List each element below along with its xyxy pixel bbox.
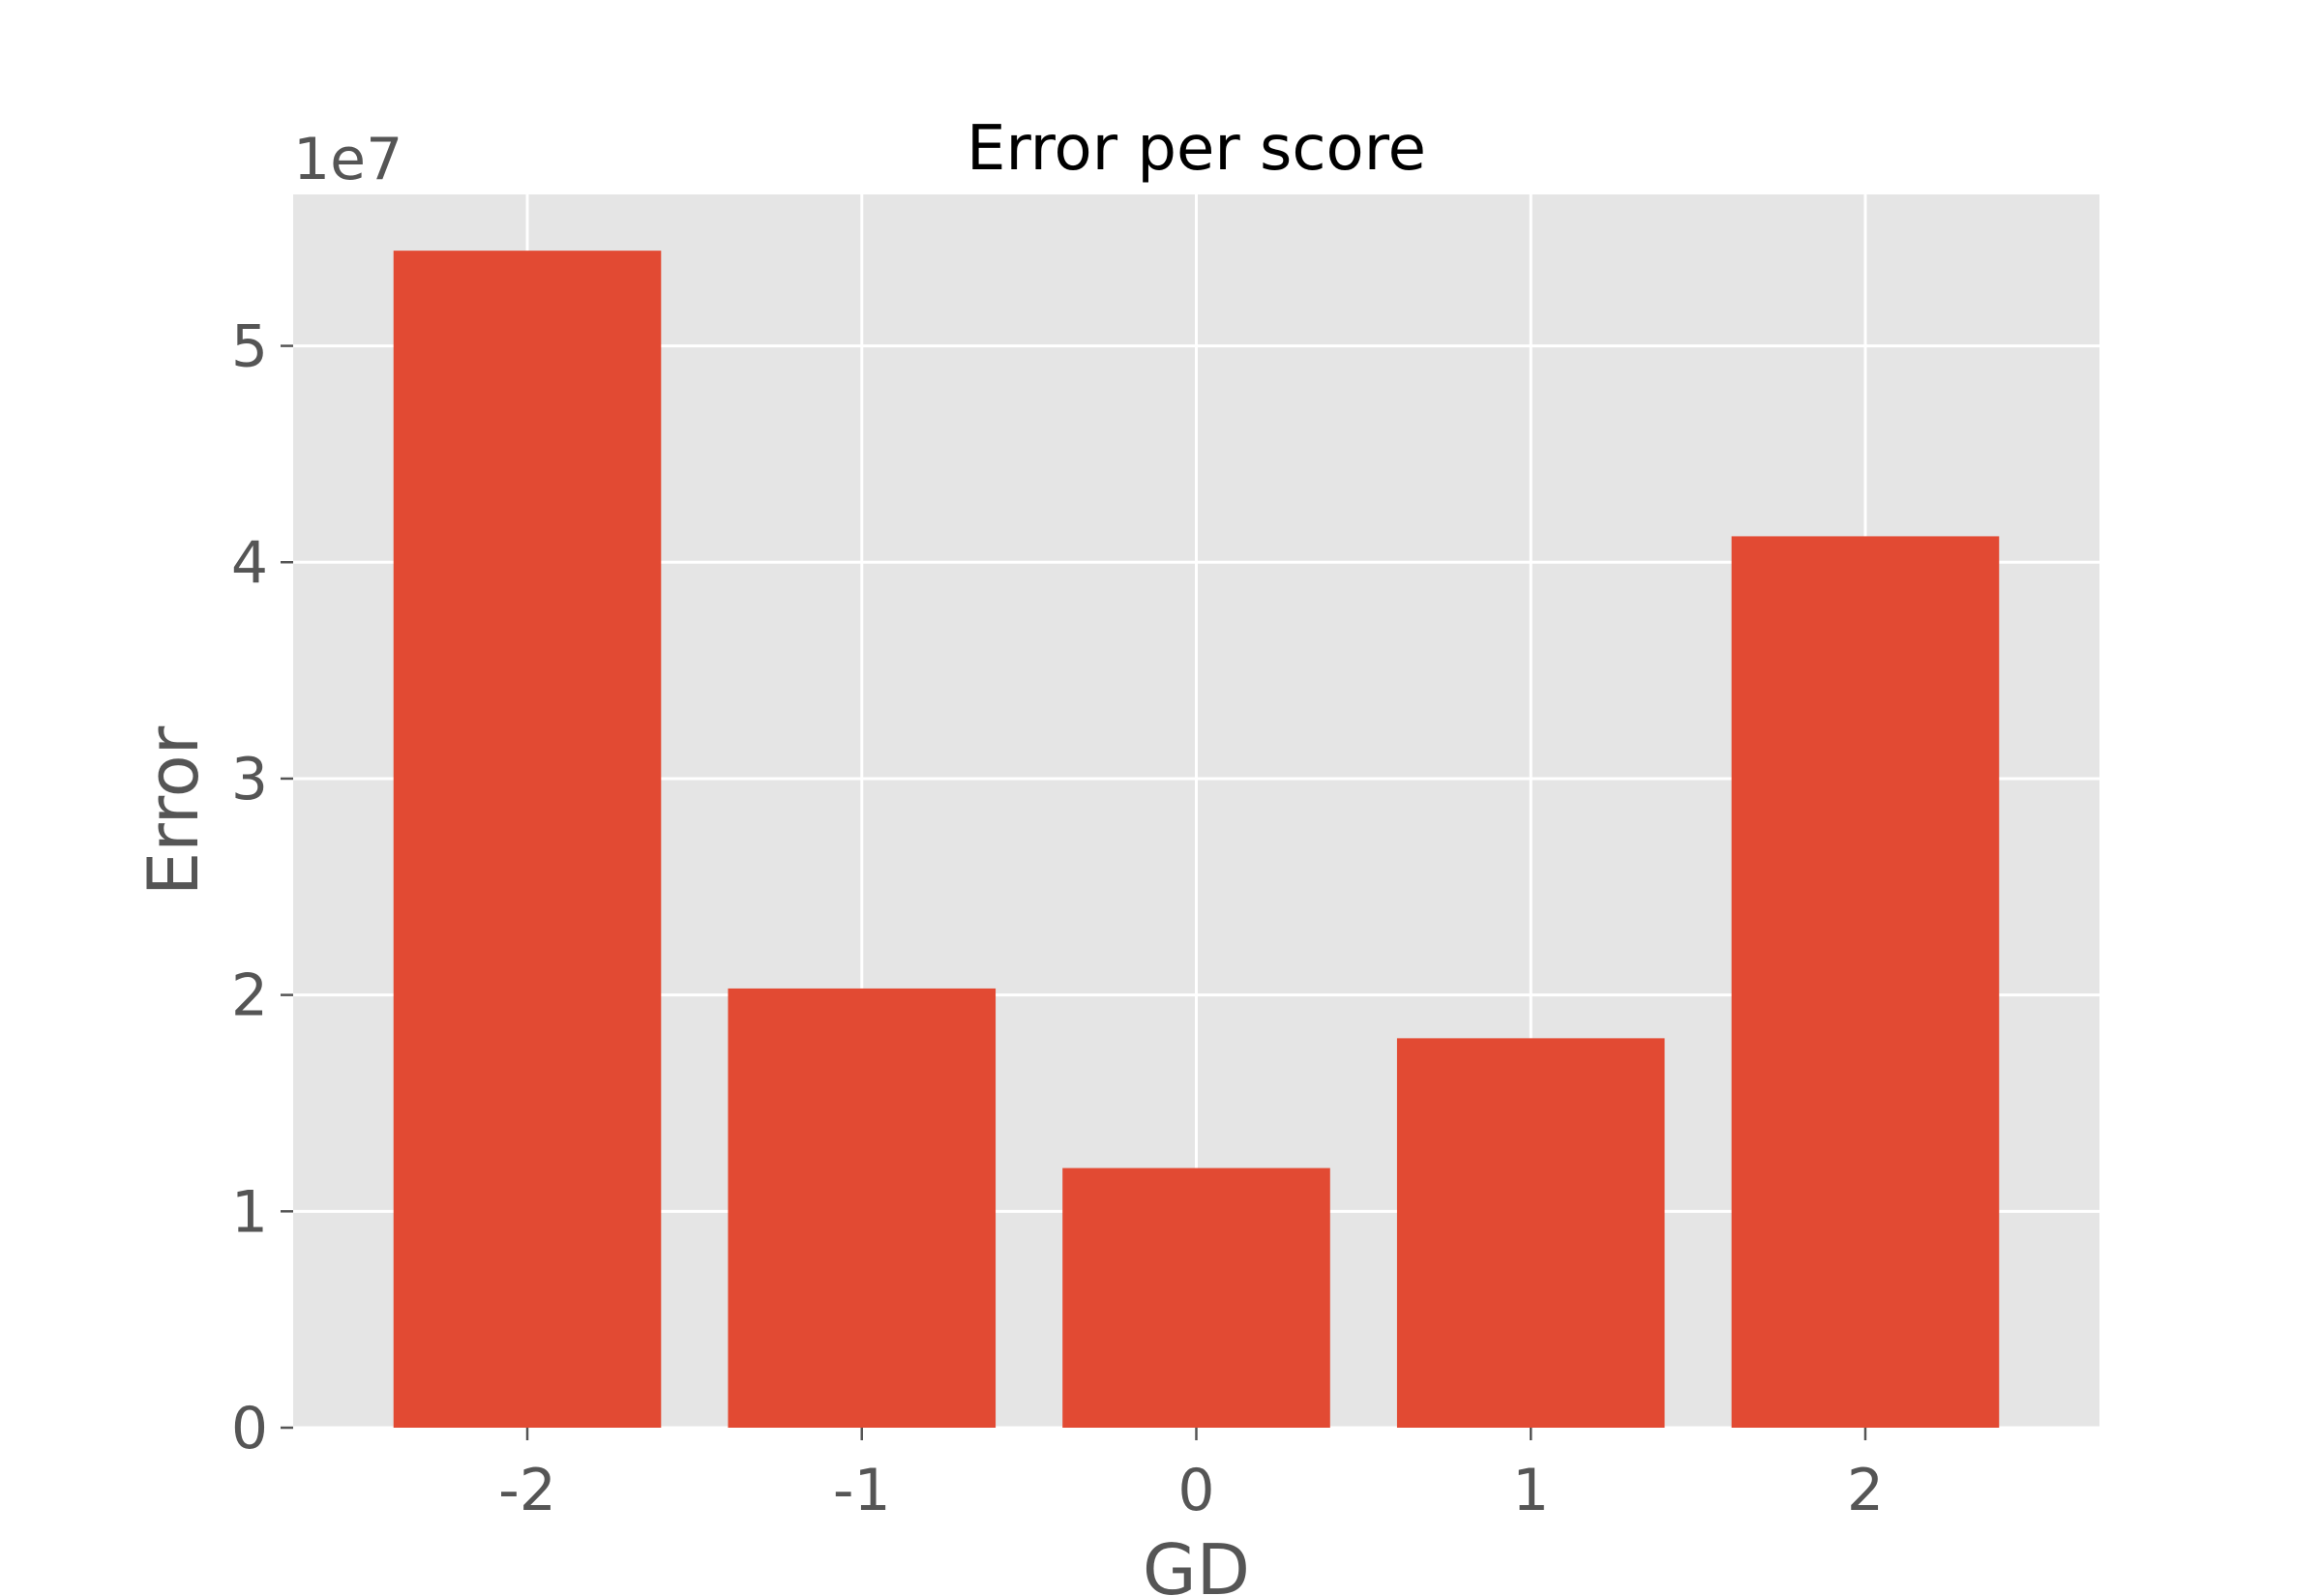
bars [393, 251, 2000, 1428]
y-tick-label: 0 [231, 1395, 268, 1463]
bar [1396, 1038, 1665, 1428]
x-tick-label: -1 [833, 1457, 891, 1524]
y-tick-label: 3 [231, 746, 268, 813]
y-tick-label: 1 [231, 1178, 268, 1246]
chart-title: Error per score [967, 113, 1426, 185]
x-tick-label: 1 [1512, 1457, 1549, 1524]
x-axis-label: GD [1143, 1529, 1250, 1596]
x-tick-label: 2 [1847, 1457, 1884, 1524]
bar [1731, 536, 2000, 1428]
y-axis-ticks: 0 1 2 3 4 5 [231, 313, 293, 1463]
x-tick-label: 0 [1177, 1457, 1214, 1524]
bar [728, 988, 997, 1428]
bar [393, 251, 662, 1428]
y-tick-label: 2 [231, 962, 268, 1030]
y-axis-offset-label: 1e7 [293, 126, 402, 193]
x-tick-label: -2 [498, 1457, 556, 1524]
x-axis-ticks: -2 -1 0 1 2 [498, 1428, 1884, 1524]
y-tick-label: 4 [231, 529, 268, 597]
bar [1062, 1167, 1330, 1428]
y-axis-label: Error [133, 725, 214, 896]
y-tick-label: 5 [231, 313, 268, 381]
